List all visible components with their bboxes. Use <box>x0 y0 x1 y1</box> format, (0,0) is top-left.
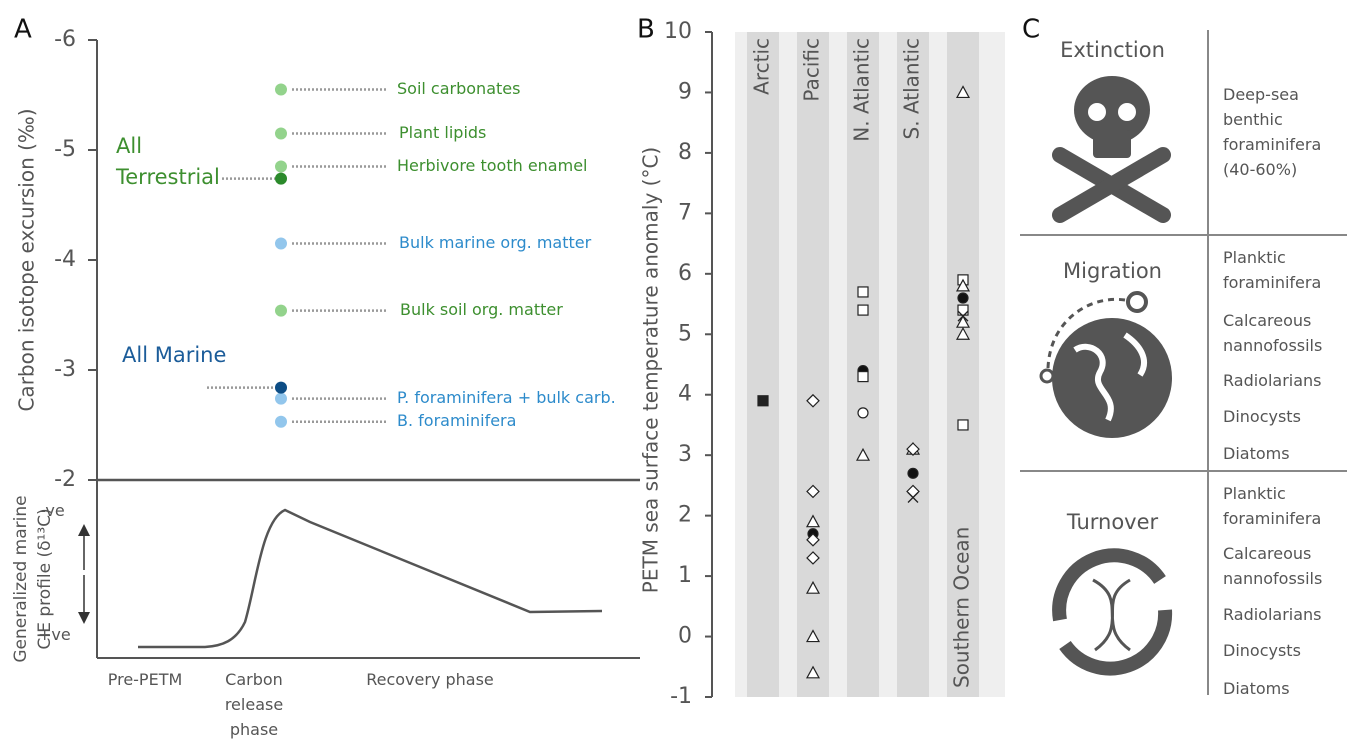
column-band <box>797 32 829 697</box>
row-item: Calcareous nannofossils <box>1223 544 1323 588</box>
column-label: Pacific <box>800 38 824 102</box>
column-band <box>747 32 779 697</box>
y-axis-title: PETM sea surface temperature anomaly (°C… <box>639 147 663 593</box>
y-tick-label: 7 <box>678 200 692 225</box>
y-tick-label: -3 <box>54 357 76 382</box>
point-label: Bulk marine org. matter <box>399 233 592 252</box>
turnover-icon <box>1052 548 1173 676</box>
group-label: All Marine <box>122 342 227 367</box>
y-tick-label: -4 <box>54 247 76 272</box>
group-point <box>275 172 287 185</box>
skull-icon <box>1052 76 1171 223</box>
y-tick-label: 2 <box>678 503 692 528</box>
marker <box>907 467 919 479</box>
group-label: All Terrestrial <box>116 133 220 189</box>
row-item: Dinocysts <box>1223 641 1301 660</box>
panel-label: B <box>637 15 655 45</box>
point <box>275 392 287 405</box>
point <box>275 160 287 173</box>
point-label: Soil carbonates <box>397 79 520 98</box>
marker <box>805 514 821 528</box>
y-tick-label: 5 <box>678 321 692 346</box>
row-item: Diatoms <box>1223 444 1290 463</box>
point <box>275 237 287 250</box>
point <box>275 83 287 96</box>
y-tick-label: 1 <box>678 563 692 588</box>
y-tick-label: -6 <box>54 27 76 52</box>
column-label: Arctic <box>750 38 774 95</box>
marker <box>805 629 821 643</box>
x-label: Pre-PETM <box>107 670 183 689</box>
y-tick-label: 0 <box>678 624 692 649</box>
y-tick-label: -1 <box>670 684 692 709</box>
arrow-label: -ve <box>40 501 65 520</box>
marker <box>806 551 820 565</box>
cie-curve <box>138 508 603 649</box>
row-item: Radiolarians <box>1223 605 1322 624</box>
row-item: Planktic foraminifera <box>1223 484 1322 528</box>
marker <box>806 532 820 547</box>
point-label: P. foraminifera + bulk carb. <box>397 388 616 407</box>
y-tick-label: 4 <box>678 382 692 407</box>
marker <box>806 393 820 408</box>
point-label: Herbivore tooth enamel <box>397 156 587 175</box>
marker <box>805 580 821 594</box>
y-tick-label: 6 <box>678 261 692 286</box>
row-title: Extinction <box>1060 38 1165 62</box>
y-axis-title: Carbon isotope excursion (‰) <box>15 108 39 411</box>
point-label: Plant lipids <box>399 123 486 142</box>
marker <box>857 304 869 316</box>
y-tick-label: -5 <box>54 137 76 162</box>
column-band <box>947 32 979 697</box>
marker <box>955 278 971 292</box>
marker <box>906 442 920 456</box>
marker <box>955 85 971 99</box>
row-item: Planktic foraminifera <box>1223 248 1322 292</box>
y-tick-label: 10 <box>664 19 692 44</box>
column-band <box>897 32 929 697</box>
marker <box>857 286 869 298</box>
marker <box>957 304 969 316</box>
y-tick-label: -2 <box>54 467 76 492</box>
point-label: B. foraminifera <box>397 411 516 430</box>
marker <box>957 292 969 304</box>
marker <box>757 395 769 407</box>
column-band <box>847 32 879 697</box>
point <box>275 127 287 140</box>
y-tick-label: 3 <box>678 442 692 467</box>
point <box>275 304 287 317</box>
arrow-label: +ve <box>38 625 71 644</box>
column-label: Southern Ocean <box>950 527 974 688</box>
row-item: Radiolarians <box>1223 371 1322 390</box>
marker <box>857 370 869 383</box>
panel-label: A <box>14 15 32 45</box>
point-label: Bulk soil org. matter <box>400 300 563 319</box>
globe-icon <box>1039 291 1172 438</box>
marker <box>957 419 969 431</box>
row-title: Turnover <box>1066 510 1159 534</box>
y-tick-label: 9 <box>678 79 692 104</box>
marker <box>907 492 919 503</box>
row-item: Calcareous nannofossils <box>1223 311 1323 355</box>
point <box>275 415 287 428</box>
marker <box>806 484 820 499</box>
group-point <box>275 381 287 394</box>
x-label: Carbon release phase <box>224 670 284 739</box>
row-title: Migration <box>1062 259 1162 283</box>
row-item: Deep-sea benthic foraminifera (40-60%) <box>1223 85 1322 179</box>
row-item: Dinocysts <box>1223 407 1301 426</box>
y-tick-label: 8 <box>678 140 692 165</box>
x-label: Recovery phase <box>366 670 494 689</box>
marker <box>955 327 971 340</box>
marker <box>855 447 871 461</box>
column-label: S. Atlantic <box>900 38 924 139</box>
panel-label: C <box>1022 15 1040 45</box>
marker <box>805 665 821 679</box>
row-item: Diatoms <box>1223 679 1290 698</box>
column-label: N. Atlantic <box>850 38 874 142</box>
marker <box>857 407 869 419</box>
